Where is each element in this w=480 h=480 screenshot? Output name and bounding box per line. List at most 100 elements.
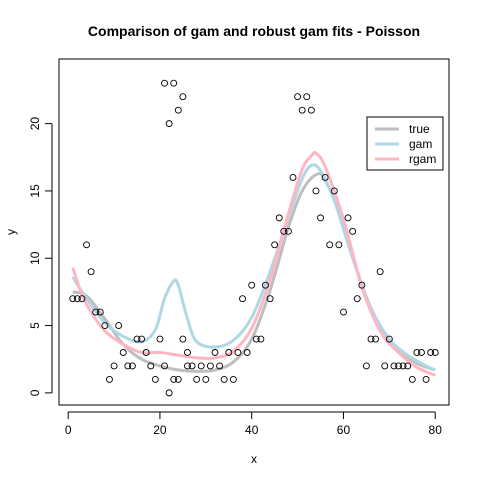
data-point (335, 241, 343, 249)
y-axis: 0 5 10 15 20 (28, 117, 53, 396)
data-point (367, 335, 375, 343)
data-point (78, 295, 86, 303)
data-point (243, 349, 251, 356)
data-point (124, 362, 132, 370)
data-point (303, 93, 311, 101)
x-tick-label: 40 (245, 423, 259, 437)
data-points (69, 79, 439, 397)
data-point (362, 362, 370, 370)
data-point (408, 375, 416, 383)
data-point (390, 362, 398, 370)
series-line-gam (71, 163, 436, 372)
data-point (216, 362, 224, 370)
data-point (174, 375, 182, 383)
data-point (128, 362, 136, 370)
data-point (229, 375, 237, 383)
data-point (422, 375, 430, 383)
y-axis-label: y (4, 229, 18, 235)
data-point (404, 362, 412, 370)
y-tick-label: 10 (28, 251, 42, 265)
data-point (239, 295, 246, 303)
data-point (165, 389, 173, 397)
data-point (275, 214, 283, 222)
data-point (73, 295, 81, 303)
data-point (184, 349, 191, 356)
data-point (307, 106, 315, 114)
data-point (418, 349, 425, 356)
data-point (142, 349, 150, 356)
data-point (353, 295, 361, 303)
data-point (349, 227, 357, 235)
data-point (170, 79, 178, 87)
data-point (395, 362, 402, 370)
data-point (289, 174, 297, 181)
data-point (151, 375, 159, 383)
chart-title: Comparison of gam and robust gam fits - … (88, 23, 420, 39)
data-point (284, 227, 292, 235)
data-point (106, 375, 113, 383)
legend: true gam rgam (366, 116, 444, 171)
data-point (330, 187, 338, 195)
x-axis-label: x (251, 452, 257, 466)
data-point (372, 335, 380, 343)
data-point (115, 322, 123, 330)
data-point (298, 106, 306, 114)
x-tick-label: 20 (153, 423, 167, 437)
data-point (133, 335, 141, 343)
data-point (312, 187, 320, 195)
data-point (161, 362, 168, 370)
series-line-rgam (71, 151, 436, 377)
legend-label-gam: gam (409, 137, 432, 151)
data-point (321, 174, 329, 181)
data-point (358, 281, 366, 289)
x-axis: 0 20 40 60 80 (65, 411, 442, 437)
data-point (184, 362, 191, 370)
data-point (257, 335, 265, 343)
data-point (427, 349, 435, 356)
plot-frame (58, 58, 450, 406)
data-point (179, 93, 187, 101)
data-point (340, 308, 347, 316)
data-point (431, 349, 439, 356)
data-point (225, 349, 233, 356)
data-point (101, 322, 109, 330)
series-lines (71, 151, 436, 377)
data-point (326, 241, 334, 249)
data-point (262, 281, 269, 289)
data-point (110, 362, 118, 370)
series-line-true (72, 172, 436, 373)
data-point (147, 362, 155, 370)
data-point (206, 362, 214, 370)
y-tick-label: 0 (28, 389, 42, 396)
data-point (161, 79, 168, 87)
x-tick-label: 0 (65, 423, 72, 437)
data-point (385, 335, 393, 343)
data-point (211, 349, 219, 356)
y-tick-label: 5 (28, 322, 42, 329)
data-point (193, 375, 201, 383)
data-point (188, 362, 196, 370)
data-point (197, 362, 205, 370)
data-point (179, 335, 187, 343)
data-point (69, 295, 77, 303)
data-point (271, 241, 279, 249)
data-point (87, 268, 95, 276)
x-tick-label: 60 (337, 423, 351, 437)
data-point (234, 349, 242, 356)
legend-label-rgam: rgam (409, 152, 436, 166)
data-point (317, 214, 324, 222)
data-point (165, 120, 173, 128)
y-tick-label: 15 (28, 184, 42, 198)
data-point (220, 375, 228, 383)
data-point (202, 375, 210, 383)
data-point (294, 93, 302, 101)
data-point (96, 308, 104, 316)
data-point (83, 241, 90, 249)
legend-label-true: true (409, 122, 430, 136)
data-point (119, 349, 127, 356)
data-point (344, 214, 352, 222)
data-point (252, 335, 260, 343)
data-point (413, 349, 421, 356)
data-point (248, 281, 256, 289)
